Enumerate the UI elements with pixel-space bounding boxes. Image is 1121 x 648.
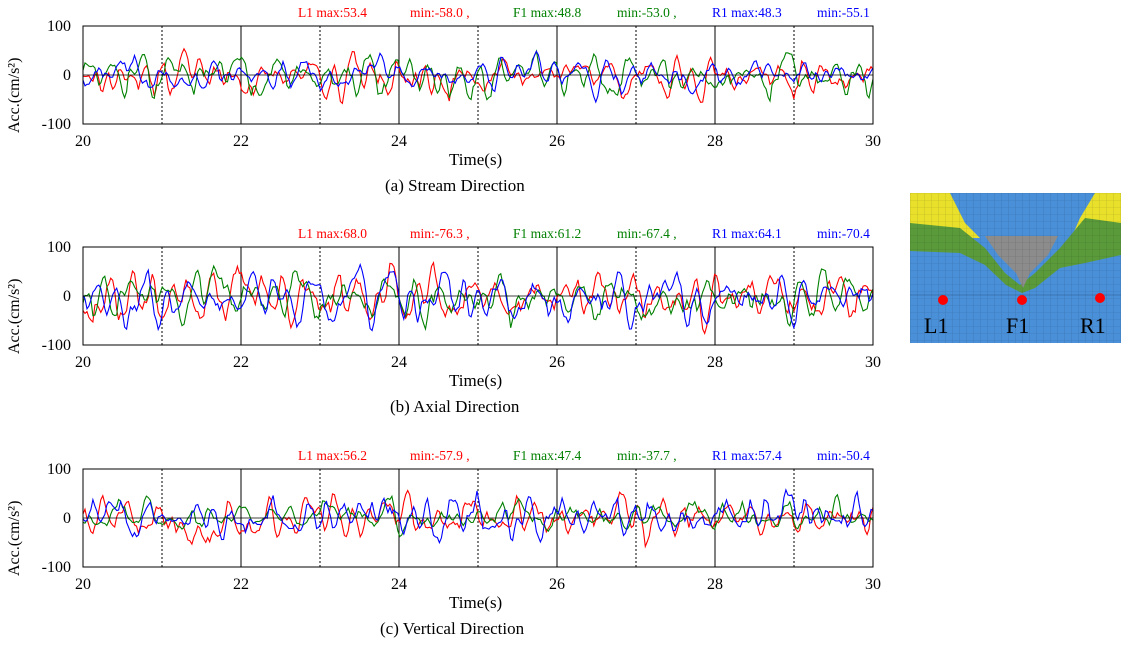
x-tick-label: 28	[707, 576, 723, 593]
dam-model-figure: L1 F1 R1	[910, 193, 1121, 343]
x-axis-label-c: Time(s)	[449, 593, 502, 613]
x-tick-label: 22	[233, 354, 249, 371]
y-tick-label: -100	[42, 116, 71, 133]
annotation-r1-min-c: min:-50.4	[817, 448, 870, 464]
y-tick-label: 100	[47, 239, 71, 256]
x-tick-label: 30	[865, 354, 881, 371]
x-tick-label: 20	[75, 576, 91, 593]
x-tick-label: 24	[391, 133, 407, 150]
x-axis-label-a: Time(s)	[449, 150, 502, 170]
y-tick-label: -100	[42, 337, 71, 354]
annotation-l1-max-a: L1 max:53.4	[298, 5, 367, 21]
chart-panel-a: 100 0 -100 20 22 24 26 28 30 Acc.(cm/s²) Time(s)…	[0, 0, 900, 200]
x-axis-label-b: Time(s)	[449, 371, 502, 391]
y-tick-label: 0	[63, 67, 71, 84]
point-r1-label: R1	[1080, 313, 1106, 339]
point-l1-marker	[938, 295, 948, 305]
y-tick-label: 0	[63, 510, 71, 527]
chart-panel-c: 100 0 -100 20 22 24 26 28 30 Acc.(cm/s²) Time(s)…	[0, 443, 900, 643]
annotation-l1-min-a: min:-58.0 ,	[410, 5, 470, 21]
x-tick-label: 24	[391, 576, 407, 593]
annotation-r1-max-c: R1 max:57.4	[712, 448, 782, 464]
x-tick-label: 20	[75, 354, 91, 371]
x-tick-label: 20	[75, 133, 91, 150]
x-tick-label: 26	[549, 133, 565, 150]
y-tick-label: 100	[47, 18, 71, 35]
annotation-f1-min-c: min:-37.7 ,	[617, 448, 677, 464]
y-tick-label: 0	[63, 288, 71, 305]
caption-a: (a) Stream Direction	[385, 176, 525, 196]
caption-b: (b) Axial Direction	[390, 397, 519, 417]
y-tick-label: -100	[42, 559, 71, 576]
point-r1-marker	[1095, 293, 1105, 303]
point-l1-label: L1	[924, 313, 948, 339]
y-axis-label-b: Acc.(cm/s²)	[6, 279, 24, 354]
annotation-f1-max-a: F1 max:48.8	[513, 5, 581, 21]
x-tick-label: 28	[707, 133, 723, 150]
chart-panel-b: 100 0 -100 20 22 24 26 28 30 Acc.(cm/s²) Time(s)…	[0, 221, 900, 421]
annotation-f1-min-a: min:-53.0 ,	[617, 5, 677, 21]
annotation-l1-max-c: L1 max:56.2	[298, 448, 367, 464]
x-tick-label: 28	[707, 354, 723, 371]
annotation-r1-min-a: min:-55.1	[817, 5, 870, 21]
point-f1-marker	[1017, 295, 1027, 305]
annotation-l1-min-c: min:-57.9 ,	[410, 448, 470, 464]
y-axis-label-c: Acc.(cm/s²)	[6, 501, 24, 576]
x-tick-label: 30	[865, 133, 881, 150]
annotation-r1-max-b: R1 max:64.1	[712, 226, 782, 242]
x-tick-label: 22	[233, 133, 249, 150]
x-tick-label: 30	[865, 576, 881, 593]
annotation-l1-min-b: min:-76.3 ,	[410, 226, 470, 242]
x-tick-label: 26	[549, 354, 565, 371]
x-tick-label: 22	[233, 576, 249, 593]
annotation-f1-max-b: F1 max:61.2	[513, 226, 581, 242]
y-axis-label-a: Acc.(cm/s²)	[6, 58, 24, 133]
y-tick-label: 100	[47, 461, 71, 478]
x-tick-label: 24	[391, 354, 407, 371]
annotation-r1-min-b: min:-70.4	[817, 226, 870, 242]
annotation-f1-max-c: F1 max:47.4	[513, 448, 581, 464]
point-f1-label: F1	[1006, 313, 1029, 339]
caption-c: (c) Vertical Direction	[380, 619, 524, 639]
annotation-r1-max-a: R1 max:48.3	[712, 5, 782, 21]
annotation-l1-max-b: L1 max:68.0	[298, 226, 367, 242]
annotation-f1-min-b: min:-67.4 ,	[617, 226, 677, 242]
x-tick-label: 26	[549, 576, 565, 593]
